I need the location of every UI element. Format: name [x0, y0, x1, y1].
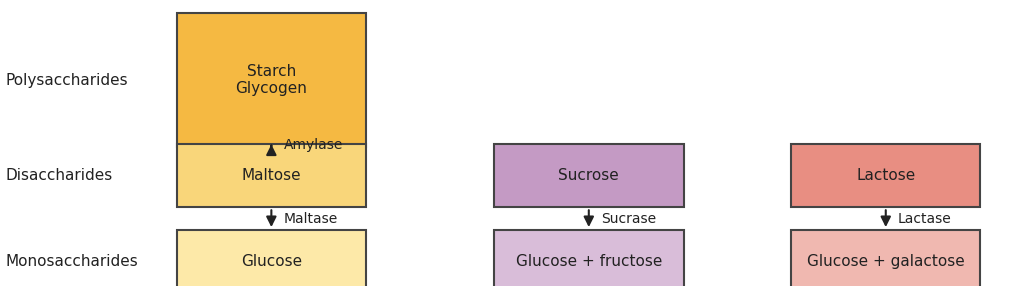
Text: Glucose + galactose: Glucose + galactose — [807, 254, 965, 269]
Text: Disaccharides: Disaccharides — [5, 168, 113, 183]
FancyBboxPatch shape — [494, 144, 684, 207]
Text: Sucrose: Sucrose — [558, 168, 620, 183]
Text: Sucrase: Sucrase — [601, 212, 656, 226]
FancyBboxPatch shape — [791, 230, 981, 286]
Text: Lactase: Lactase — [898, 212, 951, 226]
Text: Polysaccharides: Polysaccharides — [5, 73, 128, 88]
Text: Lactose: Lactose — [856, 168, 915, 183]
Text: Glucose: Glucose — [241, 254, 302, 269]
Text: Amylase: Amylase — [284, 138, 343, 152]
FancyBboxPatch shape — [177, 230, 367, 286]
FancyBboxPatch shape — [494, 230, 684, 286]
Text: Glucose + fructose: Glucose + fructose — [516, 254, 662, 269]
FancyBboxPatch shape — [791, 144, 981, 207]
Text: Maltose: Maltose — [242, 168, 301, 183]
FancyBboxPatch shape — [177, 13, 367, 147]
Text: Starch
Glycogen: Starch Glycogen — [236, 64, 307, 96]
FancyBboxPatch shape — [177, 144, 367, 207]
Text: Maltase: Maltase — [284, 212, 338, 226]
Text: Monosaccharides: Monosaccharides — [5, 254, 138, 269]
